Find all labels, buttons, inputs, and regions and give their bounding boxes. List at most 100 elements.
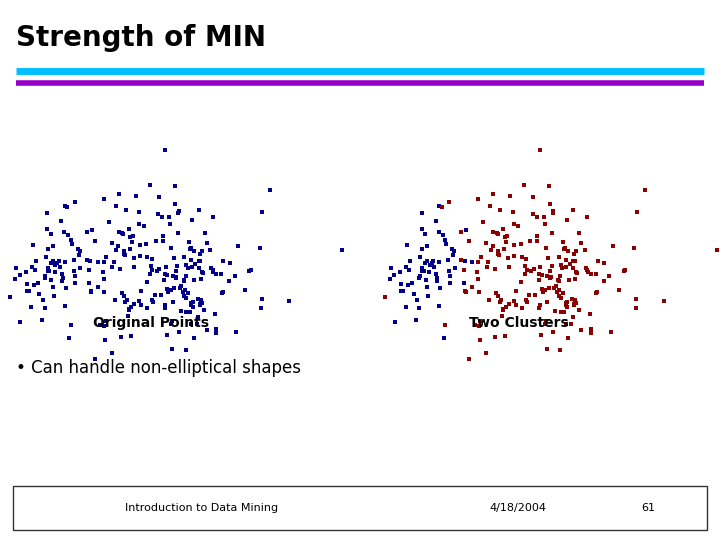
Point <box>446 245 458 254</box>
Point <box>631 207 642 216</box>
Point <box>467 258 478 267</box>
Point <box>570 275 581 284</box>
Point <box>516 253 528 261</box>
Point <box>569 301 580 309</box>
Point <box>397 287 409 295</box>
Point <box>505 192 516 200</box>
Point <box>564 260 575 268</box>
Point <box>444 279 455 287</box>
Point <box>25 302 37 311</box>
Point <box>42 264 53 272</box>
Point <box>421 256 433 265</box>
Point <box>215 270 227 279</box>
Point <box>134 296 145 305</box>
Point <box>554 271 566 280</box>
Point <box>57 273 68 282</box>
Point <box>499 232 510 241</box>
Point <box>193 256 204 265</box>
Point <box>157 237 168 245</box>
Point <box>20 268 32 276</box>
Point <box>198 306 210 315</box>
Point <box>472 274 484 283</box>
Point <box>474 336 485 345</box>
Point <box>408 289 420 298</box>
Point <box>515 240 526 248</box>
Point <box>142 253 153 261</box>
Point <box>574 228 585 237</box>
Point <box>482 258 494 266</box>
Point <box>546 262 557 271</box>
Point <box>575 325 587 334</box>
Point <box>428 257 439 266</box>
Point <box>201 325 212 334</box>
Point <box>495 296 507 305</box>
Point <box>264 186 276 194</box>
Point <box>492 246 504 255</box>
Point <box>122 312 134 320</box>
Point <box>560 301 572 309</box>
Point <box>150 237 162 245</box>
Point <box>566 320 577 329</box>
Point <box>433 202 445 211</box>
Point <box>74 246 86 255</box>
Point <box>412 296 423 305</box>
Point <box>85 286 96 295</box>
Point <box>40 252 52 261</box>
Point <box>179 252 190 261</box>
Point <box>544 266 556 275</box>
Point <box>128 254 140 262</box>
Point <box>484 295 495 304</box>
Point <box>156 291 167 300</box>
Point <box>167 298 179 306</box>
Point <box>69 279 81 287</box>
Text: 61: 61 <box>641 503 655 513</box>
Point <box>63 334 75 342</box>
Point <box>503 299 515 308</box>
Point <box>69 198 81 206</box>
Point <box>94 320 106 329</box>
Point <box>523 291 535 300</box>
Point <box>536 288 548 296</box>
Point <box>130 192 142 200</box>
Point <box>466 283 477 292</box>
Point <box>473 322 485 330</box>
Point <box>534 270 545 279</box>
Point <box>100 316 112 325</box>
Point <box>73 251 84 259</box>
Point <box>243 266 255 275</box>
Point <box>284 297 295 306</box>
Point <box>142 303 153 312</box>
Point <box>89 355 101 364</box>
Point <box>47 282 58 291</box>
Point <box>590 289 602 298</box>
Point <box>571 247 582 255</box>
Point <box>98 274 109 283</box>
Point <box>179 292 190 301</box>
Point <box>539 319 551 328</box>
Point <box>194 300 206 308</box>
Point <box>92 258 104 267</box>
Point <box>475 253 487 262</box>
Point <box>498 305 509 313</box>
Point <box>424 261 436 270</box>
Point <box>530 291 541 300</box>
Point <box>400 263 412 272</box>
Point <box>542 254 554 262</box>
Point <box>402 280 414 289</box>
Point <box>449 264 461 273</box>
Point <box>497 312 508 320</box>
Point <box>629 244 640 252</box>
Point <box>562 334 574 343</box>
Point <box>421 242 433 251</box>
Point <box>563 275 575 284</box>
Point <box>580 264 591 273</box>
Point <box>508 296 520 305</box>
Point <box>23 287 35 295</box>
Point <box>516 303 528 312</box>
Point <box>134 241 145 249</box>
Point <box>569 249 580 258</box>
Point <box>134 252 145 260</box>
Point <box>562 298 573 307</box>
Point <box>162 285 174 293</box>
Point <box>547 206 559 215</box>
